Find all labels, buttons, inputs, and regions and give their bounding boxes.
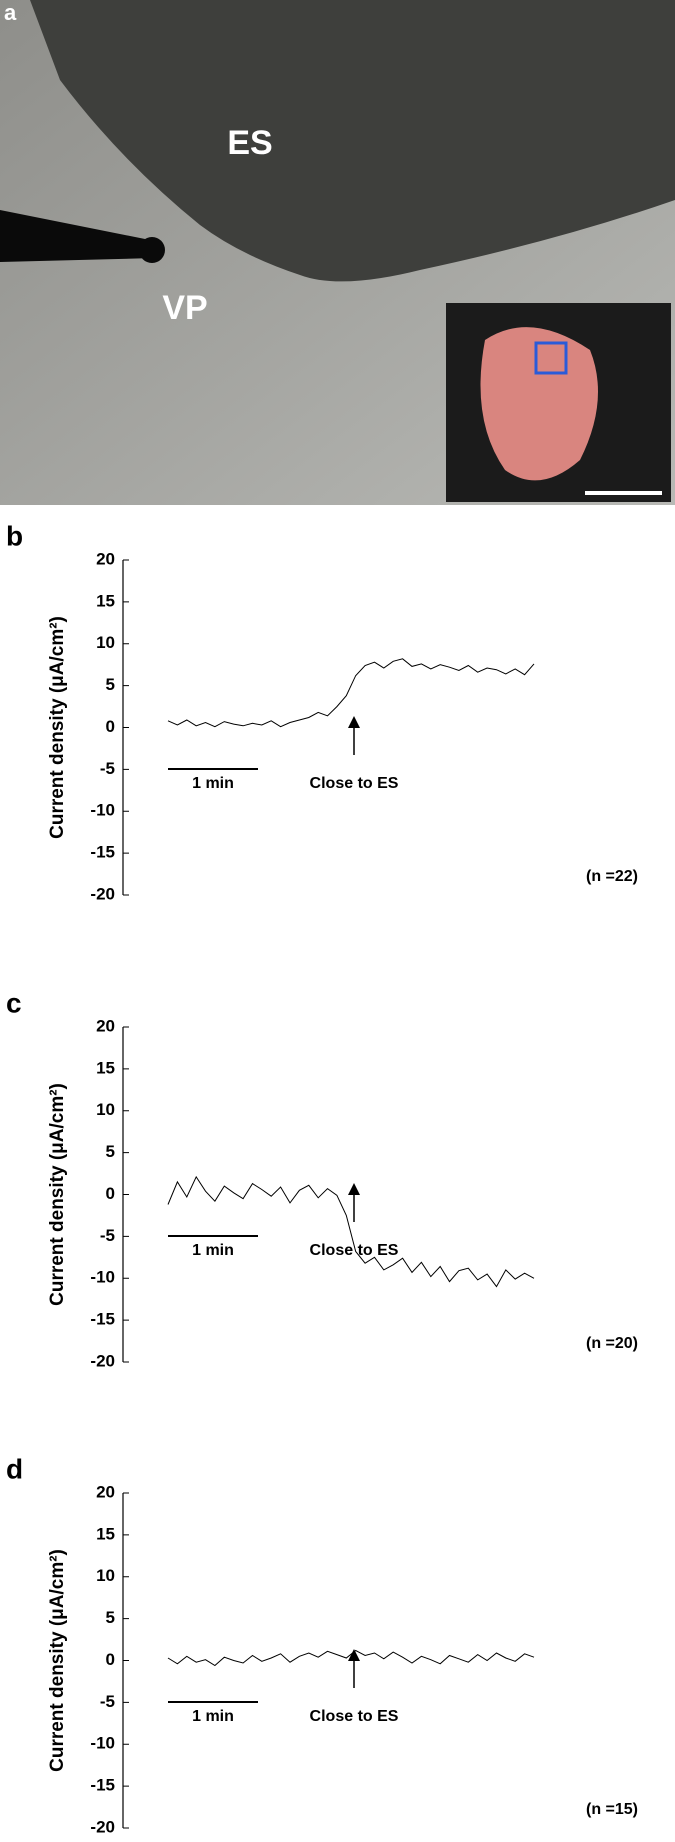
- y-tick-label: -20: [90, 884, 115, 903]
- y-tick-label: 15: [96, 591, 115, 610]
- y-tick-label: 0: [106, 1184, 115, 1203]
- y-tick-label: -10: [90, 1268, 115, 1287]
- trace: [167, 1649, 535, 1667]
- y-tick-label: -5: [100, 1692, 115, 1711]
- y-tick-label: -15: [90, 1776, 115, 1795]
- y-tick-label: 5: [106, 1142, 115, 1161]
- panel-label: d: [6, 1453, 23, 1484]
- annotation: (n =20): [586, 1335, 638, 1352]
- y-tick-label: 15: [96, 1058, 115, 1077]
- y-tick-label: 5: [106, 675, 115, 694]
- region-label: VP: [162, 289, 207, 327]
- y-tick-label: 0: [106, 717, 115, 736]
- annotation: (n =22): [586, 868, 638, 885]
- annotation: 1 min: [192, 775, 234, 792]
- photo: a ES VP: [0, 0, 675, 505]
- region-label: ES: [227, 124, 272, 162]
- y-tick-label: -15: [90, 843, 115, 862]
- y-tick-label: 20: [96, 549, 115, 568]
- y-axis-label: Current density (μA/cm²): [47, 1549, 68, 1772]
- annotation: 1 min: [192, 1242, 234, 1259]
- arrow-head: [348, 716, 360, 728]
- annotation: 1 min: [192, 1708, 234, 1725]
- annotation: (n =15): [586, 1801, 638, 1818]
- y-tick-label: -15: [90, 1310, 115, 1329]
- y-tick-label: -5: [100, 1226, 115, 1245]
- y-tick-label: -10: [90, 1734, 115, 1753]
- y-tick-label: -5: [100, 759, 115, 778]
- y-tick-label: 20: [96, 1482, 115, 1501]
- arrow-head: [348, 1649, 360, 1661]
- y-tick-label: 0: [106, 1650, 115, 1669]
- y-tick-label: -20: [90, 1817, 115, 1836]
- y-axis-label: Current density (μA/cm²): [47, 1083, 68, 1306]
- annotation: Close to ES: [310, 775, 399, 792]
- arrow-head: [348, 1183, 360, 1195]
- y-tick-label: -20: [90, 1351, 115, 1370]
- y-tick-label: 10: [96, 633, 115, 652]
- y-tick-label: -10: [90, 801, 115, 820]
- annotation: Close to ES: [310, 1242, 399, 1259]
- panel-label: b: [6, 520, 23, 551]
- y-tick-label: 10: [96, 1566, 115, 1585]
- panel-label: c: [6, 987, 22, 1018]
- y-axis-label: Current density (μA/cm²): [47, 616, 68, 839]
- trace: [167, 658, 535, 728]
- y-tick-label: 5: [106, 1608, 115, 1627]
- y-tick-label: 10: [96, 1100, 115, 1119]
- y-tick-label: 15: [96, 1524, 115, 1543]
- panel-label: a: [4, 0, 17, 25]
- annotation: Close to ES: [310, 1708, 399, 1725]
- y-tick-label: 20: [96, 1016, 115, 1035]
- trace: [167, 1175, 535, 1288]
